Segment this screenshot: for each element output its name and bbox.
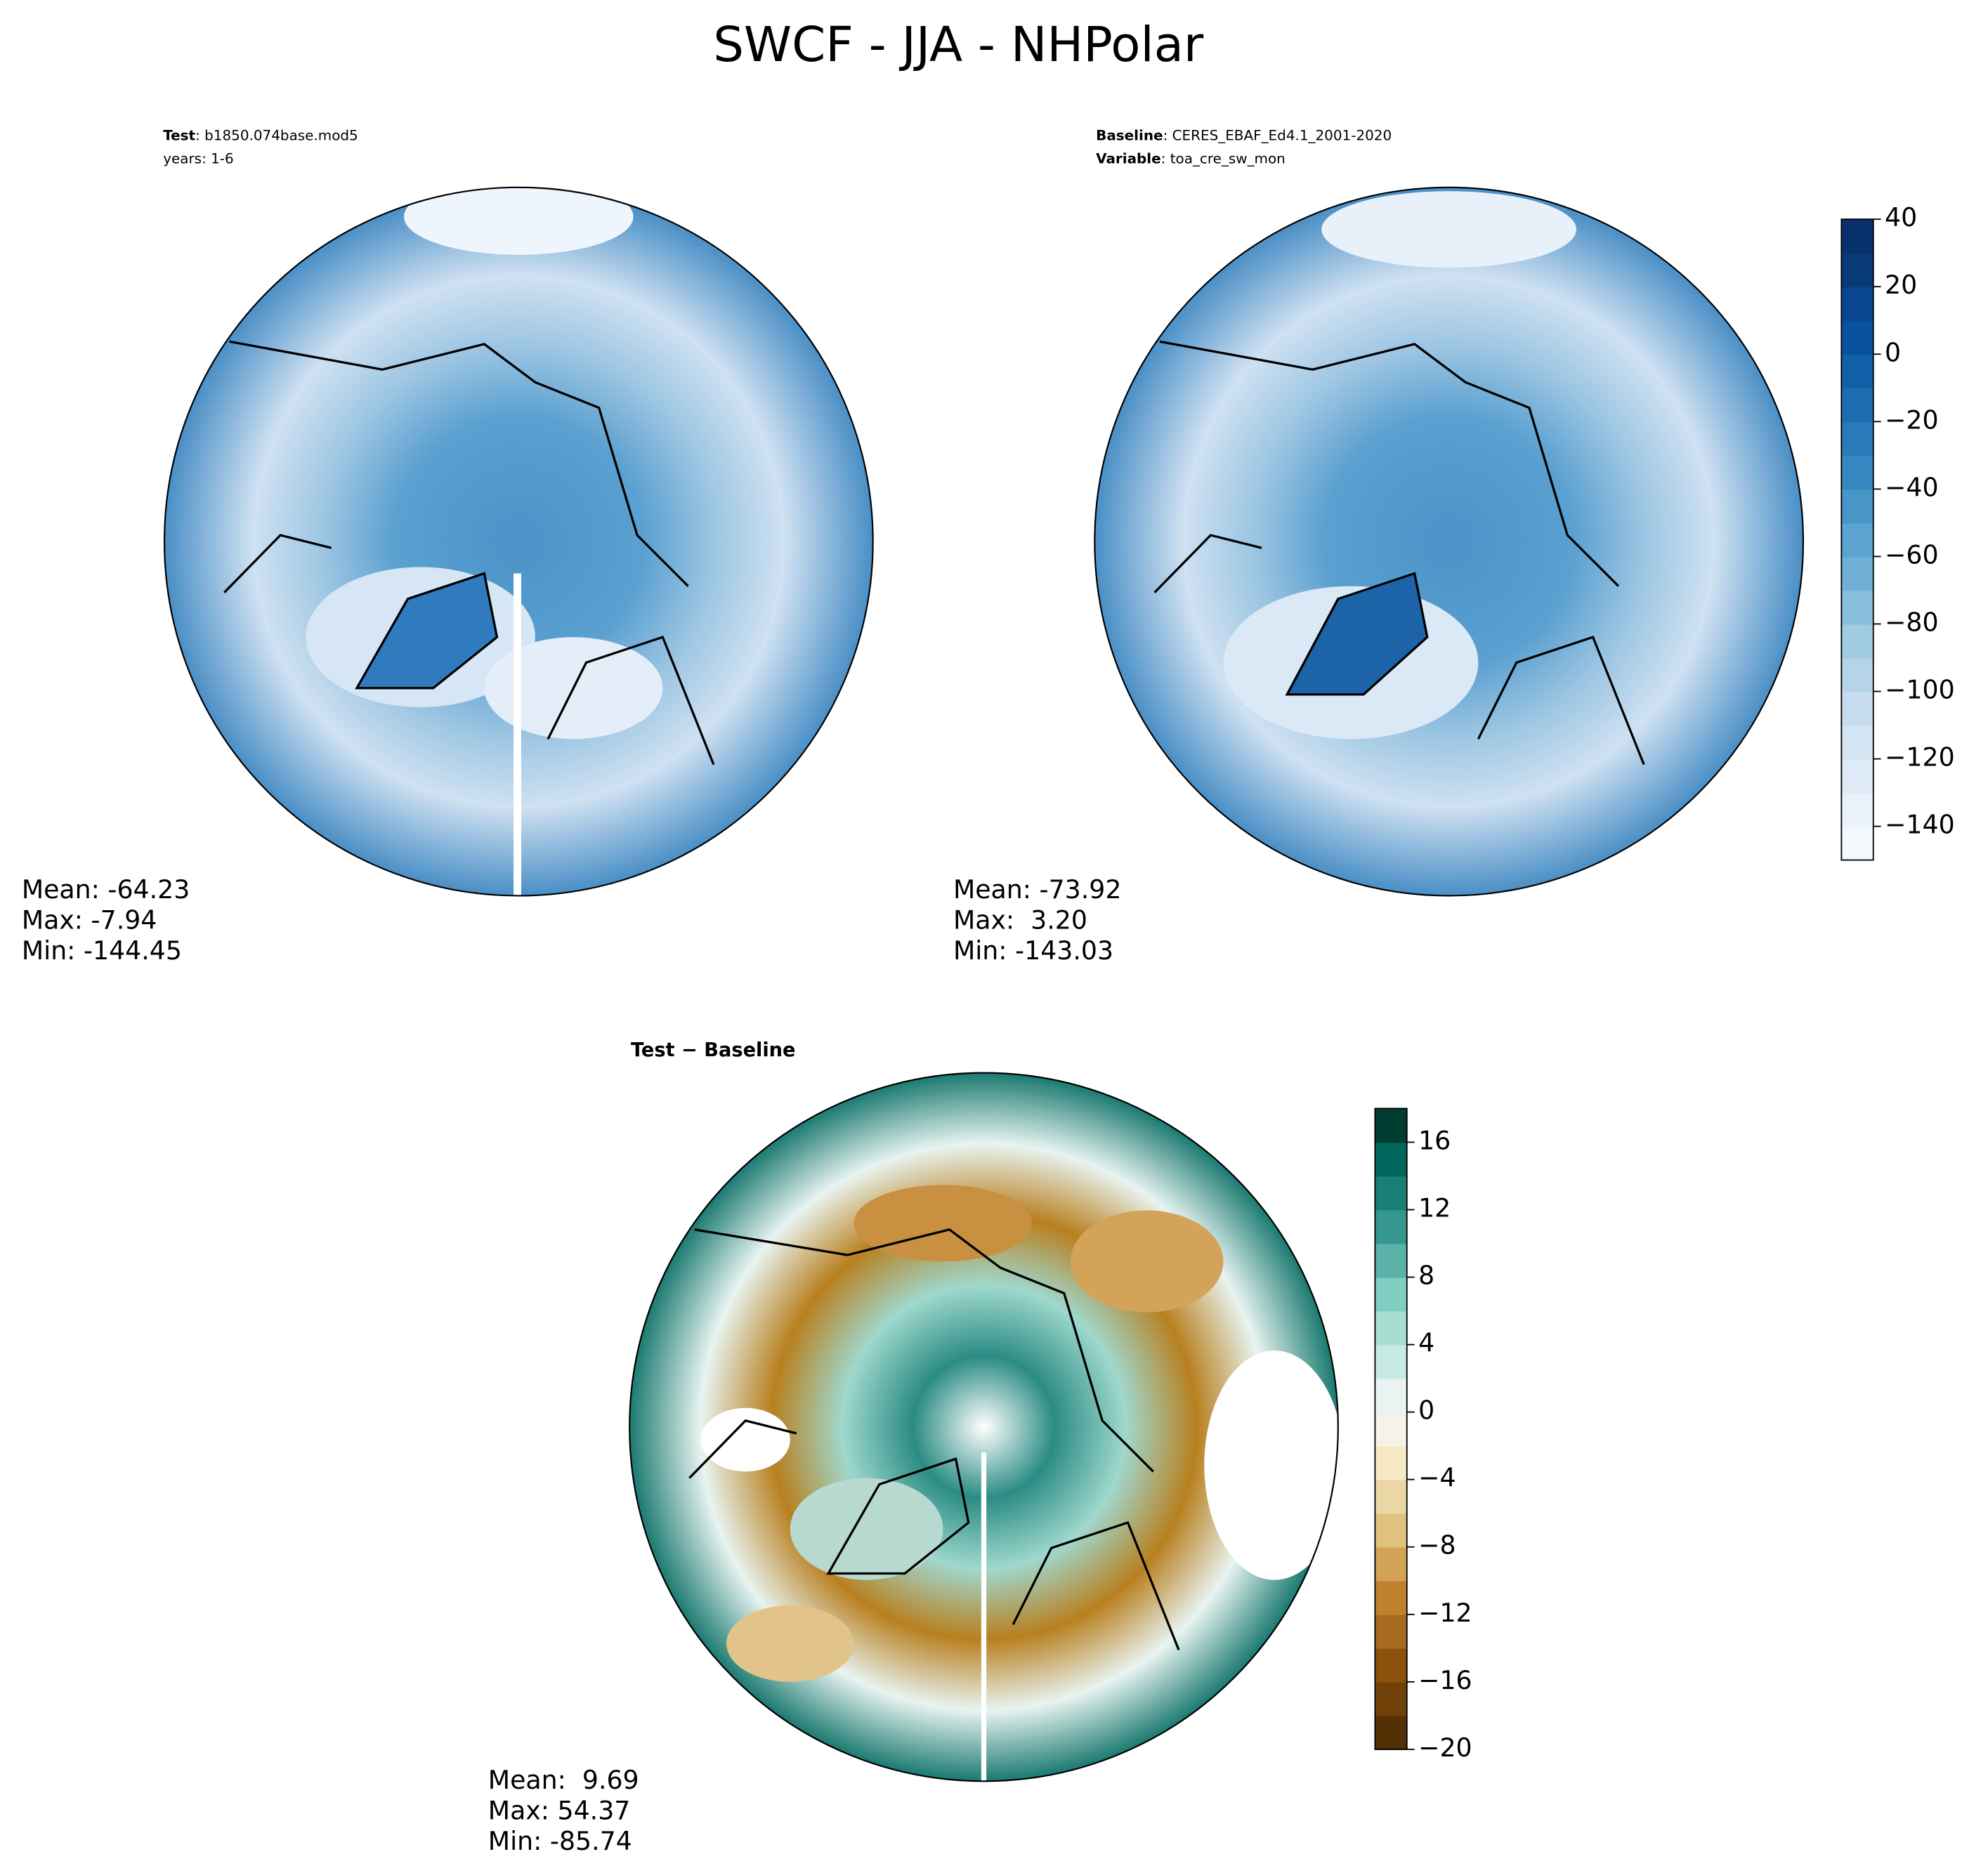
colorbar-tick-label: 40 [1885, 202, 1917, 232]
colorbar-band [1375, 1378, 1407, 1413]
colorbar-band [1841, 388, 1873, 423]
colorbar-band [1375, 1546, 1407, 1582]
stat-line: Max: 54.37 [488, 1796, 631, 1826]
colorbar-band [1841, 253, 1873, 288]
colorbar-band [1841, 489, 1873, 524]
coastline [1153, 340, 1645, 765]
colorbar-tick-label: 12 [1418, 1192, 1451, 1223]
colorbar-band [1841, 691, 1873, 726]
colorbar-tick-label: −80 [1885, 607, 1939, 637]
panel-label: Baseline: CERES_EBAF_Ed4.1_2001-2020 [1096, 127, 1392, 144]
colorbar-tick-label: −100 [1885, 675, 1955, 705]
stat-line: Max: -7.94 [22, 905, 157, 935]
map-field [1094, 187, 1803, 896]
colorbar-band [1841, 624, 1873, 659]
colorbar-band [1841, 287, 1873, 322]
colorbar-band [1841, 556, 1873, 591]
stat-line: Mean: -73.92 [953, 874, 1121, 905]
colorbar-tick-label: 8 [1418, 1261, 1434, 1291]
stat-line: Mean: -64.23 [22, 874, 190, 905]
stat-line: Min: -85.74 [488, 1826, 632, 1856]
coastline [688, 1228, 1180, 1651]
colorbar-tick-label: −40 [1885, 472, 1939, 502]
panel-label-text: : CERES_EBAF_Ed4.1_2001-2020 [1163, 127, 1392, 144]
map-border [629, 1072, 1339, 1782]
colorbar-tick-label: −4 [1418, 1463, 1456, 1493]
colorbar-band [1375, 1412, 1407, 1447]
colorbar-band [1375, 1344, 1407, 1379]
stat-line: Mean: 9.69 [488, 1765, 639, 1795]
colorbar-band [1375, 1108, 1407, 1143]
colorbar-band [1375, 1310, 1407, 1346]
colorbar-band [1375, 1648, 1407, 1683]
map-border [163, 186, 874, 897]
panel-label-text: : toa_cre_sw_mon [1161, 150, 1286, 166]
figure-title: SWCF - JJA - NHPolar [713, 17, 1204, 73]
colorbar-tick-label: −16 [1418, 1665, 1472, 1695]
panel-label: Test − Baseline [631, 1039, 796, 1061]
colorbar-band [1375, 1580, 1407, 1615]
colorbar-band [1841, 590, 1873, 625]
colorbar-tick-label: −8 [1418, 1530, 1456, 1560]
colorbar-band [1841, 523, 1873, 558]
colorbar-frame [1374, 1108, 1408, 1750]
colorbar-band [1841, 219, 1873, 254]
colorbar-band [1375, 1445, 1407, 1480]
colorbar-tick-label: 4 [1418, 1328, 1434, 1358]
panel-label-bold: Baseline [1096, 127, 1163, 144]
map-border [1094, 186, 1805, 897]
colorbar-frame [1840, 218, 1874, 861]
colorbar-band [1375, 1209, 1407, 1244]
coastline [223, 340, 715, 765]
colorbar-band [1375, 1513, 1407, 1548]
colorbar-tick-label: 20 [1885, 270, 1917, 300]
colorbar-band [1841, 354, 1873, 389]
colorbar-band [1375, 1176, 1407, 1211]
colorbar-band [1841, 421, 1873, 456]
colorbar-tick-label: −20 [1885, 405, 1939, 435]
panel-label: Variable: toa_cre_sw_mon [1096, 150, 1286, 166]
panel-label-text: years: 1-6 [163, 150, 234, 166]
colorbar-band [1841, 826, 1873, 861]
colorbar-band [1841, 758, 1873, 794]
colorbar-tick-label: −140 [1885, 810, 1955, 840]
colorbar-band [1375, 1614, 1407, 1649]
colorbar-tick-label: −12 [1418, 1598, 1472, 1628]
panel-label: Test: b1850.074base.mod5 [163, 127, 358, 144]
panel-label-bold: Test [163, 127, 195, 144]
colorbar-band [1841, 455, 1873, 490]
colorbar-tick-label: −120 [1885, 742, 1955, 773]
colorbar-tick-label: −20 [1418, 1733, 1472, 1763]
stat-line: Max: 3.20 [953, 905, 1087, 935]
panel-label-bold: Variable [1096, 150, 1161, 166]
colorbar-band [1375, 1277, 1407, 1312]
colorbar-band [1841, 792, 1873, 827]
stat-line: Min: -143.03 [953, 935, 1113, 966]
colorbar-band [1841, 657, 1873, 692]
colorbar-tick-label: −60 [1885, 539, 1939, 570]
panel-label-text: : b1850.074base.mod5 [195, 127, 358, 144]
colorbar-tick-label: 0 [1885, 337, 1901, 367]
colorbar-band [1375, 1681, 1407, 1716]
map-field [164, 187, 873, 896]
colorbar-band [1375, 1715, 1407, 1750]
colorbar-band [1841, 320, 1873, 355]
colorbar-tick-label: 16 [1418, 1125, 1451, 1155]
colorbar-band [1841, 725, 1873, 760]
panel-label: years: 1-6 [163, 150, 234, 166]
colorbar-tick-label: 0 [1418, 1395, 1434, 1426]
colorbar-band [1375, 1142, 1407, 1177]
colorbar-band [1375, 1243, 1407, 1278]
colorbar-band [1375, 1479, 1407, 1514]
stat-line: Min: -144.45 [22, 935, 182, 966]
panel-label-bold: Test − Baseline [631, 1039, 796, 1061]
